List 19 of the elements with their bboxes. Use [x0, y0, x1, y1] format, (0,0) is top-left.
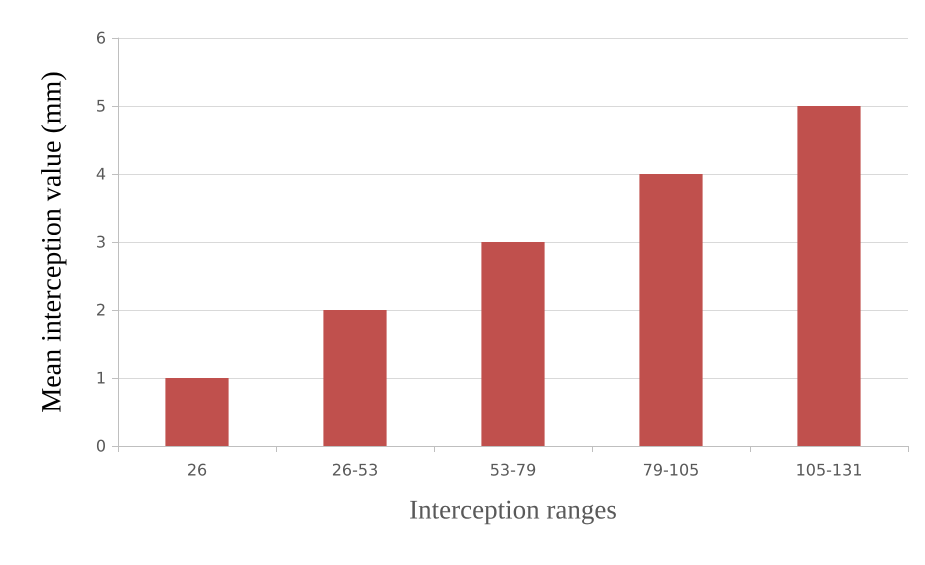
x-axis-title: Interception ranges [409, 494, 617, 524]
bar [797, 106, 861, 446]
y-axis-title: Mean interception value (mm) [36, 71, 68, 413]
x-tick-label: 105-131 [796, 460, 862, 480]
x-tick-label: 53-79 [490, 460, 536, 480]
y-tick-label: 2 [96, 300, 106, 320]
y-tick-label: 3 [96, 232, 106, 252]
bar [323, 310, 387, 446]
y-tick-label: 4 [96, 164, 106, 184]
bar [165, 378, 229, 446]
bar [639, 174, 703, 446]
y-tick-label: 5 [96, 96, 106, 116]
x-tick-label: 26-53 [332, 460, 378, 480]
x-tick-label: 79-105 [642, 460, 700, 480]
y-tick-label: 0 [96, 436, 106, 456]
y-tick-label: 6 [96, 28, 106, 48]
x-tick-label: 26 [186, 460, 208, 480]
y-tick-label: 1 [96, 368, 106, 388]
bar [481, 242, 545, 446]
